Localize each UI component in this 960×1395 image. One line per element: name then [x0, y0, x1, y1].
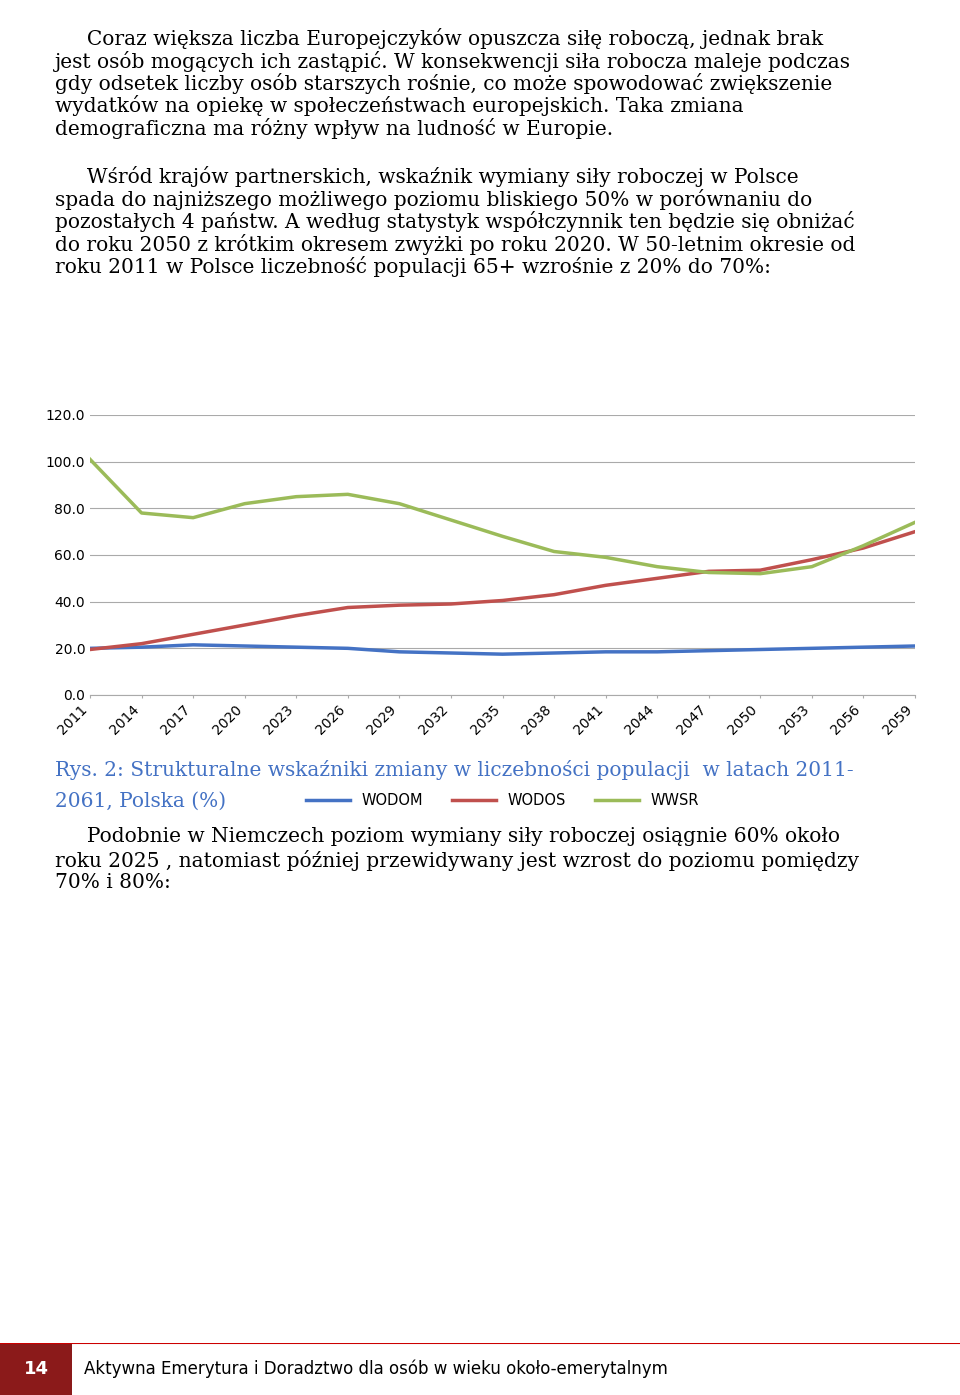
Text: gdy odsetek liczby osób starszych rośnie, co może spowodować zwiększenie: gdy odsetek liczby osób starszych rośnie…	[55, 73, 832, 93]
Bar	[0, 1343, 72, 1395]
Text: demograficzna ma różny wpływ na ludność w Europie.: demograficzna ma różny wpływ na ludność …	[55, 119, 613, 140]
Text: Wśród krajów partnerskich, wskaźnik wymiany siły roboczej w Polsce: Wśród krajów partnerskich, wskaźnik wymi…	[55, 166, 799, 187]
Text: 70% i 80%:: 70% i 80%:	[55, 872, 171, 891]
Text: roku 2025 , natomiast później przewidywany jest wzrost do poziomu pomiędzy: roku 2025 , natomiast później przewidywa…	[55, 850, 859, 870]
Text: Rys. 2: Strukturalne wskaźniki zmiany w liczebności populacji  w latach 2011-: Rys. 2: Strukturalne wskaźniki zmiany w …	[55, 760, 853, 780]
Text: wydatków na opiekę w społeczeństwach europejskich. Taka zmiana: wydatków na opiekę w społeczeństwach eur…	[55, 95, 744, 117]
Text: Coraz większa liczba Europejczyków opuszcza siłę roboczą, jednak brak: Coraz większa liczba Europejczyków opusz…	[55, 28, 824, 49]
Text: spada do najniższego możliwego poziomu bliskiego 50% w porównaniu do: spada do najniższego możliwego poziomu b…	[55, 188, 812, 209]
Text: roku 2011 w Polsce liczebność populacji 65+ wzrośnie z 20% do 70%:: roku 2011 w Polsce liczebność populacji …	[55, 257, 771, 278]
Text: do roku 2050 z krótkim okresem zwyżki po roku 2020. W 50-letnim okresie od: do roku 2050 z krótkim okresem zwyżki po…	[55, 234, 855, 255]
Text: pozostałych 4 państw. A według statystyk współczynnik ten będzie się obniżać: pozostałych 4 państw. A według statystyk…	[55, 212, 854, 233]
Text: jest osób mogących ich zastąpić. W konsekwencji siła robocza maleje podczas: jest osób mogących ich zastąpić. W konse…	[55, 50, 851, 71]
Text: 2061, Polska (%): 2061, Polska (%)	[55, 791, 227, 810]
Text: Aktywna Emerytura i Doradztwo dla osób w wieku około-emerytalnym: Aktywna Emerytura i Doradztwo dla osób w…	[84, 1360, 668, 1378]
Text: Podobnie w Niemczech poziom wymiany siły roboczej osiągnie 60% około: Podobnie w Niemczech poziom wymiany siły…	[55, 827, 840, 847]
Text: 14: 14	[23, 1360, 49, 1378]
Legend: WODOM, WODOS, WWSR: WODOM, WODOS, WWSR	[300, 787, 705, 813]
